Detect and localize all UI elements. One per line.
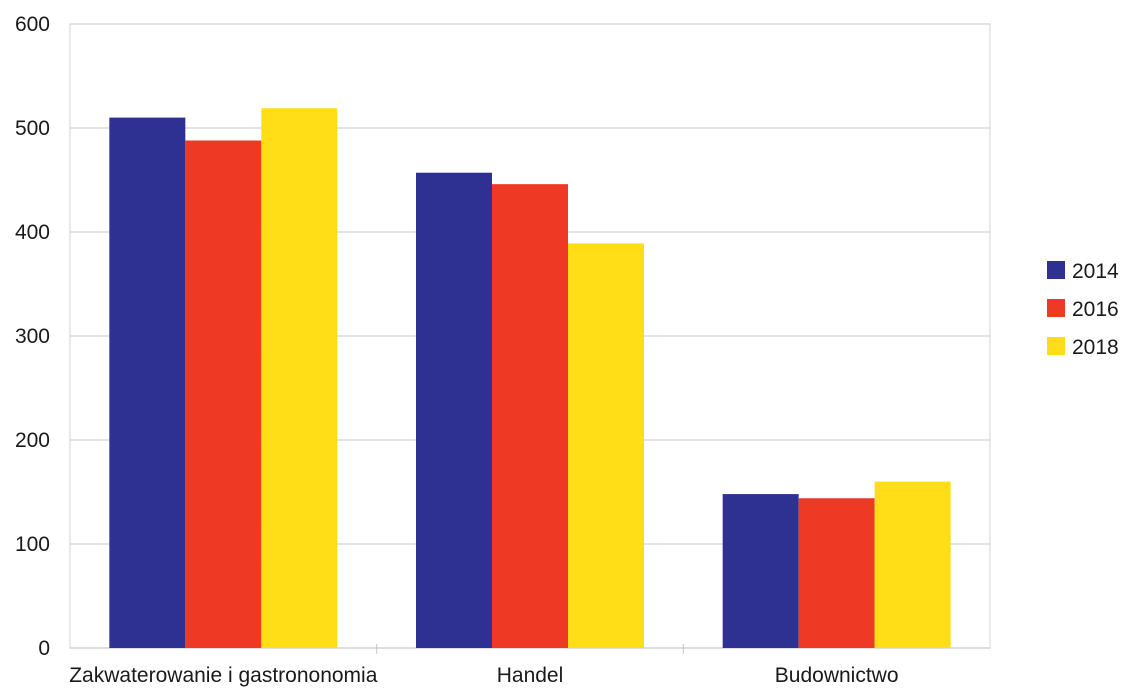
bar-2018-2 [874,481,951,648]
y-tick-label: 500 [15,117,50,140]
y-tick-label: 600 [15,13,50,36]
category-label: Budownictwo [775,664,899,687]
legend-label: 2018 [1072,336,1119,359]
y-tick-label: 100 [15,533,50,556]
y-axis-tick-labels: 0 100 200 300 400 500 600 [15,13,50,660]
category-label: Zakwaterowanie i gastrononomia [69,664,377,687]
y-tick-label: 200 [15,429,50,452]
x-axis-category-labels: Zakwaterowanie i gastrononomia Handel Budo… [69,664,898,687]
bar-2016-1 [492,184,568,648]
y-tick-label: 300 [15,325,50,348]
bar-2014-0 [109,117,186,649]
bar-2018-1 [568,243,644,648]
legend-swatch-2014 [1047,261,1065,279]
y-tick-label: 0 [38,637,50,660]
bar-2014-1 [416,172,492,648]
bar-2018-0 [261,108,338,649]
legend-swatch-2018 [1047,337,1065,355]
category-label: Handel [497,664,564,687]
y-tick-label: 400 [15,221,50,244]
legend: 2014 2016 2018 [1047,260,1119,359]
legend-label: 2014 [1072,260,1119,283]
bars [109,108,951,649]
bar-2014-2 [722,494,799,648]
bar-2016-0 [185,140,262,649]
legend-swatch-2016 [1047,299,1065,317]
legend-label: 2016 [1072,298,1119,321]
bar-2016-2 [798,498,875,648]
